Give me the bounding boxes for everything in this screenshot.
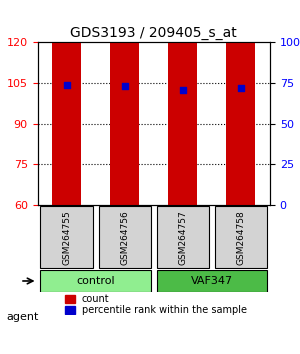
FancyBboxPatch shape <box>40 270 151 292</box>
FancyBboxPatch shape <box>157 270 267 292</box>
Text: count: count <box>82 294 109 304</box>
Text: GSM264755: GSM264755 <box>62 210 71 264</box>
Text: GSM264757: GSM264757 <box>178 210 187 264</box>
Text: control: control <box>76 276 115 286</box>
FancyBboxPatch shape <box>40 206 93 268</box>
Text: GSM264758: GSM264758 <box>236 210 245 264</box>
Bar <box>168 21 197 205</box>
Text: GSM264756: GSM264756 <box>120 210 129 264</box>
Text: agent: agent <box>6 312 38 322</box>
Bar <box>110 0 139 205</box>
Point <box>122 84 127 89</box>
FancyBboxPatch shape <box>98 206 151 268</box>
Bar <box>110 126 139 354</box>
Bar <box>65 295 75 303</box>
Bar <box>168 183 197 354</box>
Title: GDS3193 / 209405_s_at: GDS3193 / 209405_s_at <box>70 26 237 40</box>
Point <box>180 87 185 92</box>
Point <box>238 85 243 91</box>
Bar <box>226 156 256 354</box>
FancyBboxPatch shape <box>215 206 267 268</box>
FancyBboxPatch shape <box>157 206 209 268</box>
Bar <box>52 107 81 354</box>
Text: VAF347: VAF347 <box>191 276 233 286</box>
Bar <box>226 0 256 205</box>
Bar <box>65 306 75 314</box>
Bar <box>52 0 81 205</box>
Point <box>64 82 69 87</box>
Text: percentile rank within the sample: percentile rank within the sample <box>82 305 247 315</box>
